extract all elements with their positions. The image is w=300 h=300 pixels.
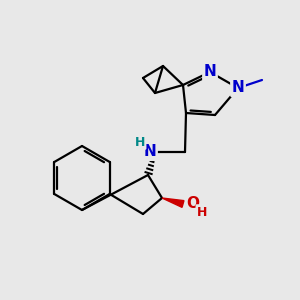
Text: N: N [144, 145, 156, 160]
Text: O: O [187, 196, 200, 211]
Polygon shape [162, 198, 184, 207]
Text: H: H [135, 136, 145, 148]
Text: H: H [197, 206, 207, 218]
Text: N: N [204, 64, 216, 80]
Text: N: N [232, 80, 244, 95]
